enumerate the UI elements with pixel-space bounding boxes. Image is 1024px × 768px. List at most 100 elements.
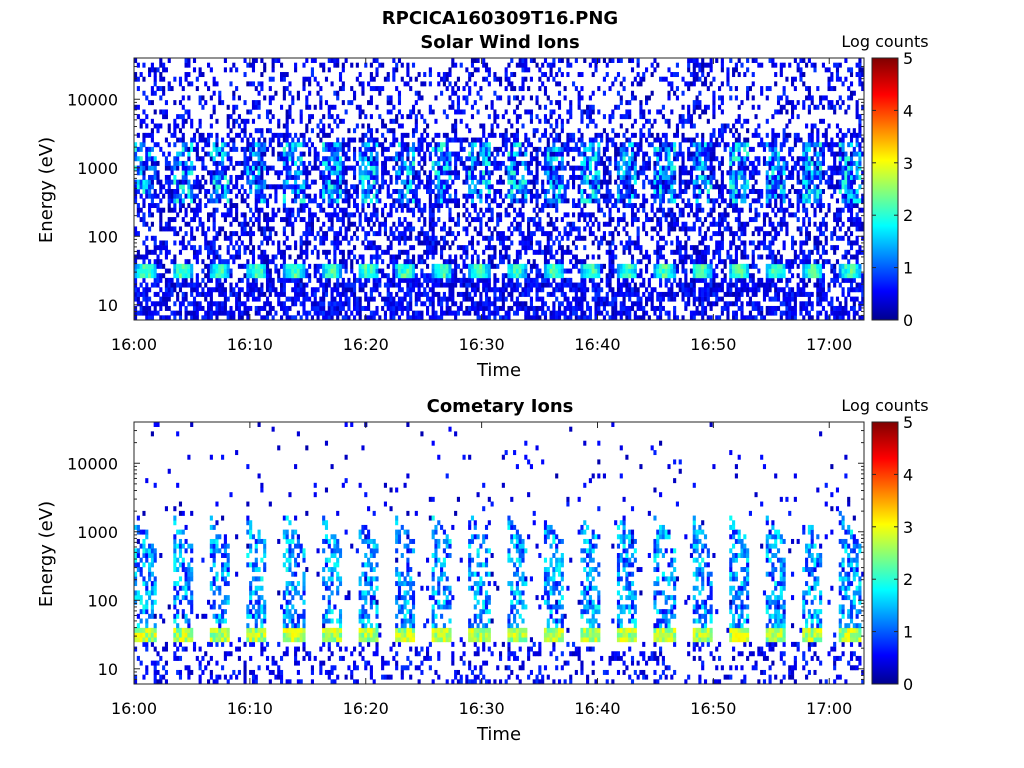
heatmap-cell xyxy=(142,179,146,185)
heatmap-cell xyxy=(507,273,511,279)
heatmap-cell xyxy=(414,123,418,129)
heatmap-cell xyxy=(361,90,365,96)
heatmap-cell xyxy=(594,296,598,302)
heatmap-cell xyxy=(515,142,519,148)
heatmap-cell xyxy=(420,156,424,162)
heatmap-cell xyxy=(246,305,250,311)
heatmap-cell xyxy=(437,282,441,288)
heatmap-cell xyxy=(400,273,404,279)
heatmap-cell xyxy=(251,118,256,124)
heatmap-cell xyxy=(212,273,216,279)
heatmap-cell xyxy=(440,142,444,148)
heatmap-cell xyxy=(159,301,163,307)
heatmap-cell xyxy=(338,170,343,176)
heatmap-cell xyxy=(633,245,637,251)
heatmap-cell xyxy=(465,217,469,223)
heatmap-cell xyxy=(630,160,635,166)
heatmap-cell xyxy=(358,273,362,279)
heatmap-cell xyxy=(437,301,441,307)
heatmap-cell xyxy=(156,263,160,269)
heatmap-cell xyxy=(591,72,595,78)
heatmap-cell xyxy=(630,58,635,63)
heatmap-cell xyxy=(274,231,278,237)
heatmap-cell xyxy=(299,142,303,148)
heatmap-cell xyxy=(136,132,140,138)
heatmap-cell xyxy=(229,160,233,166)
heatmap-cell xyxy=(178,268,183,274)
heatmap-cell xyxy=(470,170,475,176)
heatmap-cell xyxy=(403,231,407,237)
heatmap-cell xyxy=(616,221,621,227)
heatmap-cell xyxy=(364,263,368,269)
heatmap-cell xyxy=(383,160,387,166)
heatmap-cell xyxy=(263,268,267,274)
heatmap-cell xyxy=(353,212,357,218)
heatmap-cell xyxy=(265,114,270,120)
heatmap-cell xyxy=(251,268,256,274)
heatmap-cell xyxy=(324,310,329,316)
heatmap-cell xyxy=(470,137,475,143)
heatmap-cell xyxy=(409,291,413,297)
heatmap-cell xyxy=(218,179,222,185)
heatmap-cell xyxy=(440,273,444,279)
heatmap-cell xyxy=(145,221,149,227)
heatmap-cell xyxy=(521,179,525,185)
heatmap-cell xyxy=(237,114,241,120)
heatmap-cell xyxy=(221,291,225,297)
heatmap-cell xyxy=(468,282,472,288)
heatmap-cell xyxy=(164,291,168,297)
heatmap-cell xyxy=(327,193,331,199)
heatmap-cell xyxy=(145,245,149,251)
heatmap-cell xyxy=(448,156,452,162)
heatmap-cell xyxy=(448,277,452,283)
heatmap-cell xyxy=(616,160,621,166)
heatmap-cell xyxy=(633,156,637,162)
heatmap-cell xyxy=(207,142,211,148)
heatmap-cell xyxy=(639,146,643,152)
heatmap-cell xyxy=(327,259,331,265)
heatmap-cell xyxy=(411,273,416,279)
heatmap-cell xyxy=(428,170,432,176)
heatmap-cell xyxy=(263,259,267,265)
heatmap-cell xyxy=(499,146,503,152)
heatmap-cell xyxy=(389,203,393,209)
heatmap-cell xyxy=(490,263,494,269)
heatmap-cell xyxy=(209,240,213,246)
heatmap-cell xyxy=(484,104,489,110)
heatmap-cell xyxy=(237,254,241,260)
heatmap-cell xyxy=(302,165,306,171)
heatmap-cell xyxy=(518,62,522,68)
heatmap-cell xyxy=(479,151,483,157)
heatmap-cell xyxy=(181,174,185,180)
heatmap-cell xyxy=(341,198,345,204)
heatmap-cell xyxy=(322,249,326,255)
heatmap-cell xyxy=(207,291,211,297)
heatmap-cell xyxy=(249,305,253,311)
heatmap-cell xyxy=(386,245,390,251)
heatmap-cell xyxy=(162,240,166,246)
heatmap-cell xyxy=(420,179,424,185)
heatmap-cell xyxy=(184,193,188,199)
heatmap-cell xyxy=(336,184,340,190)
heatmap-cell xyxy=(294,179,298,185)
heatmap-cell xyxy=(136,184,140,190)
heatmap-cell xyxy=(628,235,632,241)
heatmap-cell xyxy=(355,76,359,82)
heatmap-cell xyxy=(176,198,180,204)
heatmap-cell xyxy=(630,132,635,138)
heatmap-cell xyxy=(445,165,449,171)
heatmap-cell xyxy=(336,277,340,283)
heatmap-cell xyxy=(490,287,494,293)
heatmap-cell xyxy=(341,137,345,143)
heatmap-cell xyxy=(577,184,581,190)
heatmap-cell xyxy=(630,90,635,96)
heatmap-cell xyxy=(254,58,258,63)
heatmap-cell xyxy=(215,142,219,148)
heatmap-cell xyxy=(176,160,180,166)
heatmap-cell xyxy=(218,305,222,311)
heatmap-cell xyxy=(305,123,309,129)
heatmap-cell xyxy=(150,301,154,307)
heatmap-cell xyxy=(313,235,317,241)
heatmap-cell xyxy=(257,174,261,180)
heatmap-cell xyxy=(263,165,267,171)
